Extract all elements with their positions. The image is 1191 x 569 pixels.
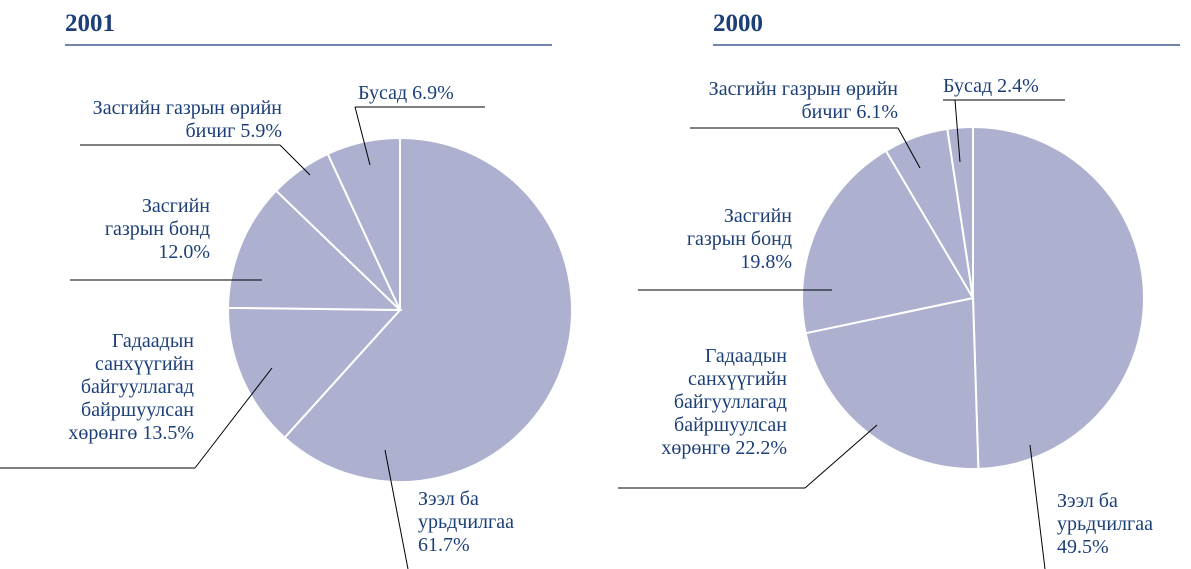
value-label: 6.1% <box>856 101 898 123</box>
slice-label: Гадаадын санхүүгийн байгууллагад байршуу… <box>603 345 787 460</box>
value-label: 5.9% <box>240 120 282 142</box>
category-label: Зээл ба урьдчилгаа <box>1057 490 1153 535</box>
category-label: Бусад <box>943 75 993 97</box>
category-label: Гадаадын санхүүгийн байгууллагад байршуу… <box>68 330 194 444</box>
value-label: 22.2% <box>735 437 787 459</box>
value-label: 6.9% <box>412 82 454 104</box>
category-label: Засгийн газрын бонд <box>686 205 792 250</box>
category-label: Зээл ба урьдчилгаа <box>418 488 514 533</box>
leader-line <box>897 127 921 169</box>
chart-title: 2000 <box>713 10 763 37</box>
leader-line <box>279 144 311 176</box>
slice-label: Засгийн газрын өрийн бичиг 6.1% <box>676 78 898 124</box>
pie-slice <box>227 306 403 439</box>
leader-line <box>384 449 409 569</box>
slice-label: Гадаадын санхүүгийн байгууллагад байршуу… <box>12 330 194 445</box>
slice-label: Бусад 2.4% <box>943 75 1083 98</box>
category-label: Гадаадын санхүүгийн байгууллагад байршуу… <box>661 345 787 459</box>
pie-slice <box>326 136 401 311</box>
slice-label: Зээл ба урьдчилгаа 61.7% <box>418 488 538 557</box>
value-label: 49.5% <box>1057 536 1109 558</box>
value-label: 12.0% <box>158 241 210 263</box>
slice-label: Засгийн газрын бонд 19.8% <box>680 205 792 274</box>
pie-slice <box>804 296 980 470</box>
category-label: Бусад <box>358 82 408 104</box>
leader-line <box>1029 444 1046 569</box>
pie-slice <box>801 149 975 335</box>
category-label: Засгийн газрын өрийн бичиг <box>92 97 282 142</box>
value-label: 61.7% <box>418 534 470 556</box>
slice-label: Бусад 6.9% <box>358 82 498 105</box>
leader-line <box>194 367 273 469</box>
leader-line <box>804 424 878 489</box>
pie-slice <box>972 125 1145 470</box>
leader-line <box>954 99 961 163</box>
value-label: 2.4% <box>997 75 1039 97</box>
pie-slice <box>227 189 403 312</box>
pie-slice <box>946 125 974 299</box>
value-label: 19.8% <box>740 251 792 273</box>
leader-line <box>354 106 371 166</box>
slice-label: Засгийн газрын бонд 12.0% <box>98 195 210 264</box>
slice-label: Засгийн газрын өрийн бичиг 5.9% <box>60 97 282 143</box>
pie-slice <box>283 136 573 483</box>
chart-title: 2001 <box>65 10 115 37</box>
category-label: Засгийн газрын өрийн бичиг <box>708 78 898 123</box>
value-label: 13.5% <box>142 422 194 444</box>
slice-label: Зээл ба урьдчилгаа 49.5% <box>1057 490 1177 559</box>
category-label: Засгийн газрын бонд <box>104 195 210 240</box>
